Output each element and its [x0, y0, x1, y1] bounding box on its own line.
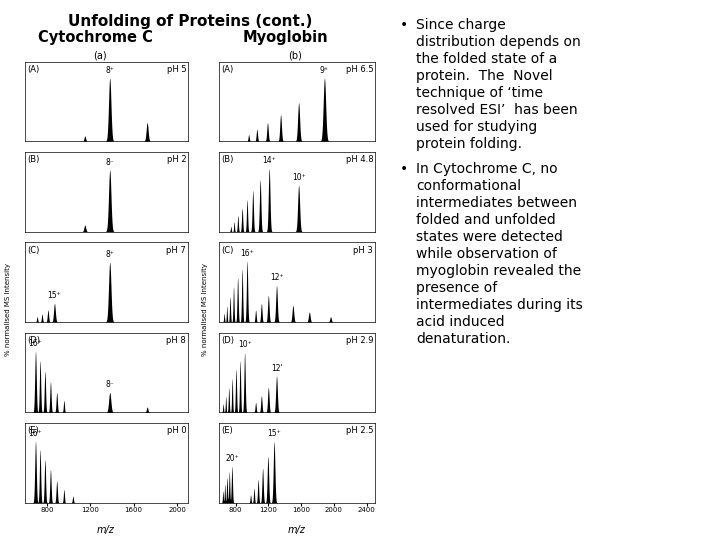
Text: Myoglobin: Myoglobin: [242, 30, 328, 45]
Text: while observation of: while observation of: [416, 247, 557, 261]
Text: acid induced: acid induced: [416, 315, 505, 329]
Text: 20⁺: 20⁺: [225, 454, 239, 463]
Text: (C): (C): [221, 246, 233, 254]
Text: (D): (D): [27, 336, 40, 345]
Text: pH 2: pH 2: [166, 155, 186, 164]
Text: (a): (a): [93, 50, 107, 60]
Text: (E): (E): [221, 427, 233, 435]
Text: (b): (b): [288, 50, 302, 60]
Text: resolved ESI’  has been: resolved ESI’ has been: [416, 103, 577, 117]
Text: 16⁺: 16⁺: [240, 248, 254, 258]
Text: m/z: m/z: [97, 525, 115, 535]
Text: states were detected: states were detected: [416, 230, 563, 244]
Text: folded and unfolded: folded and unfolded: [416, 213, 556, 227]
Text: protein folding.: protein folding.: [416, 137, 522, 151]
Text: 16⁺: 16⁺: [29, 339, 42, 348]
Text: pH 8: pH 8: [166, 336, 186, 345]
Text: % normalised MS Intensity: % normalised MS Intensity: [5, 264, 11, 356]
Text: technique of ‘time: technique of ‘time: [416, 86, 543, 100]
Text: 8⁺: 8⁺: [105, 66, 114, 75]
Text: •: •: [400, 162, 408, 176]
Text: 12⁺: 12⁺: [270, 273, 284, 282]
Text: intermediates during its: intermediates during its: [416, 298, 582, 312]
Text: pH 3: pH 3: [354, 246, 373, 254]
Text: m/z: m/z: [288, 525, 306, 535]
Text: pH 2.9: pH 2.9: [346, 336, 373, 345]
Text: 15⁺: 15⁺: [267, 429, 281, 438]
Text: pH 5: pH 5: [166, 65, 186, 74]
Text: In Cytochrome C, no: In Cytochrome C, no: [416, 162, 557, 176]
Text: myoglobin revealed the: myoglobin revealed the: [416, 264, 581, 278]
Text: 12': 12': [271, 363, 282, 373]
Text: (B): (B): [221, 155, 233, 164]
Text: 8⁻: 8⁻: [105, 380, 114, 389]
Text: conformational: conformational: [416, 179, 521, 193]
Text: the folded state of a: the folded state of a: [416, 52, 557, 66]
Text: pH 7: pH 7: [166, 246, 186, 254]
Text: 10⁺: 10⁺: [238, 340, 251, 349]
Text: (A): (A): [221, 65, 233, 74]
Text: 15⁺: 15⁺: [48, 291, 61, 300]
Text: pH 2.5: pH 2.5: [346, 427, 373, 435]
Text: protein.  The  Novel: protein. The Novel: [416, 69, 553, 83]
Text: intermediates between: intermediates between: [416, 196, 577, 210]
Text: distribution depends on: distribution depends on: [416, 35, 581, 49]
Text: Unfolding of Proteins (cont.): Unfolding of Proteins (cont.): [68, 14, 312, 29]
Text: •: •: [400, 18, 408, 32]
Text: Cytochrome C: Cytochrome C: [37, 30, 153, 45]
Text: (C): (C): [27, 246, 39, 254]
Text: presence of: presence of: [416, 281, 498, 295]
Text: used for studying: used for studying: [416, 120, 537, 134]
Text: pH 6.5: pH 6.5: [346, 65, 373, 74]
Text: (A): (A): [27, 65, 39, 74]
Text: (D): (D): [221, 336, 234, 345]
Text: 8⁺: 8⁺: [105, 250, 114, 259]
Text: % normalised MS Intensity: % normalised MS Intensity: [202, 264, 208, 356]
Text: pH 4.8: pH 4.8: [346, 155, 373, 164]
Text: 16⁺: 16⁺: [29, 429, 42, 438]
Text: denaturation.: denaturation.: [416, 332, 510, 346]
Text: (B): (B): [27, 155, 39, 164]
Text: 14⁺: 14⁺: [262, 156, 276, 165]
Text: (E): (E): [27, 427, 39, 435]
Text: pH 0: pH 0: [166, 427, 186, 435]
Text: Since charge: Since charge: [416, 18, 505, 32]
Text: 9⁺: 9⁺: [320, 66, 329, 75]
Text: 8⁻: 8⁻: [105, 158, 114, 167]
Text: 10⁺: 10⁺: [292, 173, 305, 182]
